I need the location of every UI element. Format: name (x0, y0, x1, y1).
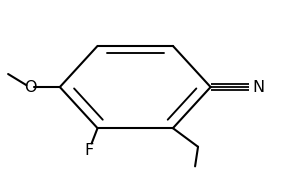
Text: F: F (84, 143, 93, 158)
Text: N: N (253, 80, 265, 94)
Text: O: O (24, 80, 37, 94)
